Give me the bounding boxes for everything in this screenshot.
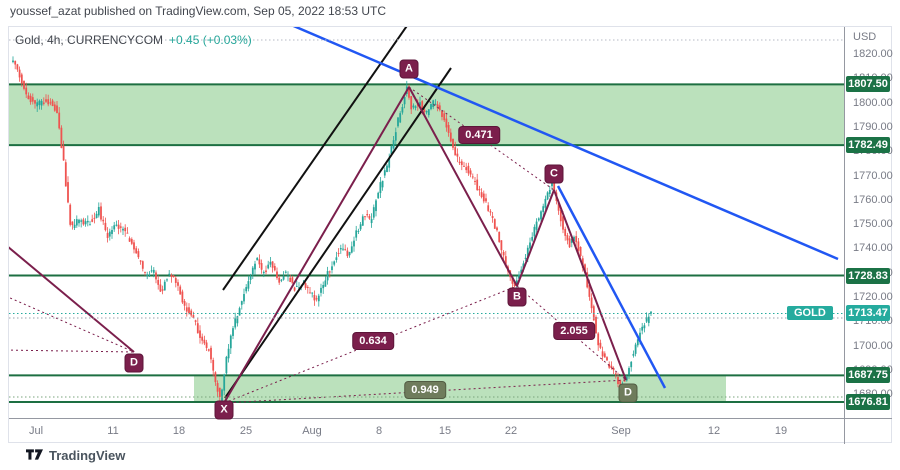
published-byline: youssef_azat published on TradingView.co…	[10, 4, 387, 18]
price-tick: 1800.00	[853, 96, 893, 109]
price-level-badge: 1687.75	[846, 367, 890, 384]
time-tick: Sep	[611, 425, 631, 437]
symbol-legend: Gold, 4h, CURRENCYCOM +0.45 (+0.03%)	[15, 33, 252, 47]
price-axis[interactable]: USD 1820.001810.001800.001790.001780.001…	[844, 27, 893, 418]
tradingview-brand[interactable]: TradingView	[49, 448, 126, 463]
price-level-badge: 1728.83	[846, 267, 890, 284]
pattern-point-a[interactable]: A	[399, 59, 419, 79]
price-level-badge: 1676.81	[846, 393, 890, 410]
price-chart-plot[interactable]: Gold, 4h, CURRENCYCOM +0.45 (+0.03%) X A B C…	[9, 27, 844, 420]
price-tick: 1750.00	[853, 218, 893, 231]
pattern-point-d[interactable]: D	[618, 383, 638, 403]
left-pattern-dotted-lines[interactable]	[9, 294, 135, 353]
time-tick: 8	[375, 425, 383, 437]
pattern-point-b[interactable]: B	[507, 287, 527, 307]
price-tick: 1820.00	[853, 48, 893, 60]
price-tick: 1740.00	[853, 242, 893, 255]
symbol-change: +0.45 (+0.03%)	[169, 33, 252, 47]
price-level-lines[interactable]	[9, 83, 844, 403]
price-tick: 1770.00	[853, 169, 893, 182]
tradingview-logo-icon[interactable]	[26, 448, 43, 463]
time-tick: 11	[107, 425, 119, 437]
pattern-ratio-label[interactable]: 2.055	[553, 322, 595, 340]
pattern-point-x[interactable]: X	[214, 400, 234, 420]
blue-trendlines[interactable]	[282, 27, 839, 389]
time-tick: 15	[438, 425, 452, 437]
time-tick: 12	[707, 425, 721, 437]
pattern-ratio-label[interactable]: 0.471	[458, 126, 500, 144]
pattern-ratio-label[interactable]: 0.949	[404, 381, 446, 399]
price-tick: 1790.00	[853, 120, 893, 133]
time-axis[interactable]: Jul 11 18 25 Aug 8 15 22 Sep 12 19	[9, 418, 844, 444]
time-tick: Aug	[302, 425, 322, 437]
price-level-badge: 1782.49	[846, 137, 890, 154]
chart-widget: Gold, 4h, CURRENCYCOM +0.45 (+0.03%) X A B C…	[8, 26, 893, 444]
price-axis-currency: USD	[853, 31, 877, 43]
axis-corner	[844, 418, 892, 444]
pattern-point-c[interactable]: C	[544, 164, 564, 184]
price-tick: 1700.00	[853, 339, 893, 352]
price-tick: 1720.00	[853, 291, 893, 303]
harmonic-pattern-lines[interactable]	[223, 86, 627, 404]
left-pattern-line[interactable]	[9, 241, 135, 353]
price-level-badge: 1713.47	[846, 304, 890, 321]
time-tick: Jul	[28, 425, 44, 437]
pattern-ratio-label[interactable]: 0.634	[352, 332, 394, 350]
pattern-point-d[interactable]: D	[124, 353, 144, 373]
demand-zone[interactable]	[194, 375, 726, 402]
time-tick: 25	[239, 425, 253, 437]
time-tick: 19	[774, 425, 788, 437]
price-level-badge: 1807.50	[846, 76, 890, 93]
supply-zone[interactable]	[9, 84, 844, 146]
symbol-price-flag: GOLD	[787, 305, 833, 320]
symbol-title[interactable]: Gold, 4h, CURRENCYCOM	[15, 33, 164, 47]
candlestick-series	[12, 56, 652, 405]
price-tick: 1760.00	[853, 193, 893, 206]
footer: TradingView	[26, 448, 125, 463]
time-tick: 18	[172, 425, 186, 437]
black-channel-trendlines[interactable]	[222, 27, 452, 399]
time-tick: 22	[504, 425, 518, 437]
